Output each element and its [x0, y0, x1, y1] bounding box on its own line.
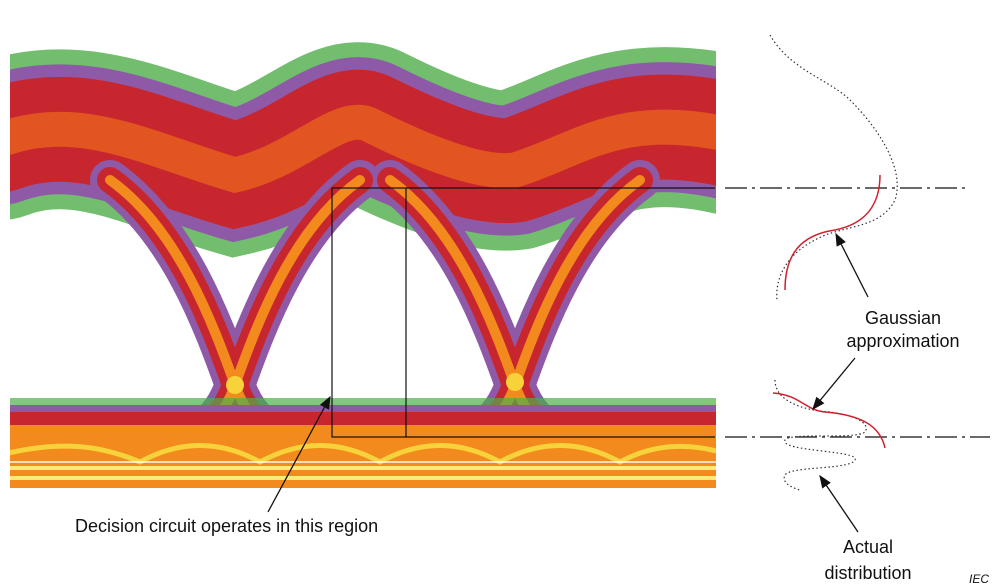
label: distribution — [824, 563, 911, 583]
arrow — [836, 234, 868, 297]
label: Decision circuit operates in this region — [75, 516, 378, 536]
arrow — [813, 358, 855, 409]
arrow — [820, 476, 858, 532]
eye-pattern — [0, 122, 730, 488]
actual-distribution-upper — [770, 35, 897, 300]
label: Actual — [843, 537, 893, 557]
gaussian-curve-upper — [785, 175, 880, 290]
source-label: IEC — [969, 572, 989, 586]
eye-diagram-figure: Gaussian approximation Decision circuit … — [0, 0, 995, 586]
gaussian-curve-lower — [773, 393, 885, 448]
label: approximation — [846, 331, 959, 351]
label: Gaussian — [865, 308, 941, 328]
